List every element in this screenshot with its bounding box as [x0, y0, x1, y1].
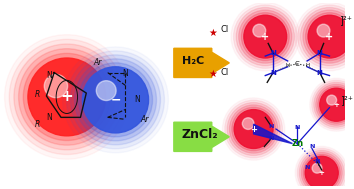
Circle shape	[297, 148, 346, 189]
Text: N: N	[304, 165, 310, 170]
Circle shape	[301, 8, 354, 66]
Text: Zn: Zn	[291, 139, 303, 148]
Circle shape	[82, 67, 149, 133]
Circle shape	[227, 103, 280, 156]
Circle shape	[70, 55, 160, 145]
Circle shape	[23, 53, 110, 140]
Circle shape	[28, 58, 106, 136]
Circle shape	[74, 59, 156, 141]
Circle shape	[316, 84, 354, 125]
Circle shape	[320, 88, 353, 121]
Text: N: N	[46, 113, 52, 122]
Circle shape	[96, 81, 116, 101]
Circle shape	[305, 156, 338, 189]
Text: +: +	[261, 32, 269, 42]
Text: +: +	[325, 32, 333, 42]
Text: R: R	[35, 120, 40, 129]
Text: H: H	[305, 63, 309, 68]
Text: +: +	[61, 89, 73, 105]
Circle shape	[312, 163, 322, 173]
Circle shape	[327, 95, 337, 105]
Text: ]²⁺: ]²⁺	[339, 15, 352, 25]
FancyArrow shape	[174, 122, 229, 151]
Text: Cl: Cl	[221, 68, 229, 77]
Circle shape	[14, 44, 120, 150]
Text: ]²⁺: ]²⁺	[340, 95, 353, 105]
Circle shape	[317, 24, 330, 37]
FancyArrow shape	[174, 48, 229, 77]
Circle shape	[232, 107, 275, 151]
Text: +: +	[319, 170, 325, 176]
Circle shape	[225, 100, 282, 158]
Circle shape	[253, 24, 266, 37]
Text: −: −	[110, 93, 121, 106]
Circle shape	[308, 15, 351, 58]
Text: R: R	[35, 91, 40, 99]
Text: N: N	[295, 125, 300, 130]
Circle shape	[244, 15, 287, 58]
Polygon shape	[253, 124, 292, 144]
Circle shape	[303, 10, 354, 63]
Text: H₂C: H₂C	[182, 56, 204, 66]
Text: N: N	[134, 95, 140, 104]
Circle shape	[229, 105, 278, 153]
Circle shape	[239, 10, 292, 63]
Text: N: N	[268, 136, 274, 141]
Circle shape	[318, 86, 354, 123]
Circle shape	[298, 5, 354, 68]
Text: Cl: Cl	[221, 25, 229, 34]
Text: N: N	[317, 50, 323, 56]
Circle shape	[241, 13, 289, 61]
Circle shape	[234, 5, 297, 68]
Circle shape	[79, 63, 153, 137]
Text: Ar: Ar	[94, 58, 102, 67]
Text: +: +	[250, 125, 257, 134]
Text: N: N	[270, 70, 276, 76]
Circle shape	[44, 74, 68, 98]
Circle shape	[67, 51, 164, 149]
Circle shape	[303, 154, 340, 189]
Text: H: H	[286, 63, 290, 68]
Text: N: N	[314, 159, 320, 164]
Text: N: N	[268, 124, 274, 129]
Text: N: N	[309, 144, 315, 149]
Text: ★: ★	[209, 69, 217, 79]
Circle shape	[314, 82, 354, 127]
Text: ★: ★	[209, 28, 217, 38]
Circle shape	[312, 80, 354, 129]
Text: N: N	[317, 70, 323, 76]
Text: +: +	[333, 102, 339, 108]
Circle shape	[236, 8, 295, 66]
Circle shape	[301, 152, 342, 189]
Circle shape	[306, 13, 353, 61]
Text: N: N	[122, 69, 128, 78]
Circle shape	[234, 110, 273, 149]
Circle shape	[9, 39, 124, 155]
Circle shape	[242, 118, 254, 129]
Text: ZnCl₂: ZnCl₂	[182, 128, 218, 141]
Text: N: N	[46, 71, 52, 80]
Circle shape	[19, 49, 115, 145]
Circle shape	[299, 150, 344, 189]
Text: N: N	[270, 50, 276, 56]
Text: Ar: Ar	[141, 115, 149, 124]
Text: C: C	[295, 61, 300, 67]
